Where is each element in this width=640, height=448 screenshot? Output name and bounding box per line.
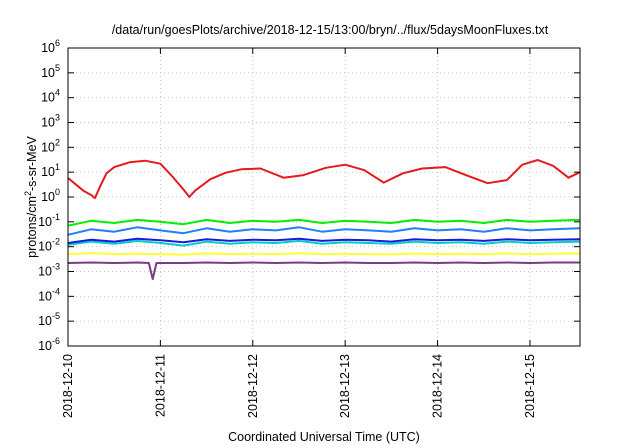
- y-tick-label: 10-6: [38, 336, 60, 353]
- grid-lines: [67, 48, 580, 346]
- y-tick-label: 10-4: [38, 286, 60, 303]
- y-tick-label: 10-2: [38, 237, 60, 254]
- series-line-5: [67, 237, 581, 244]
- data-series: [67, 159, 581, 280]
- chart-title: /data/run/goesPlots/archive/2018-12-15/1…: [112, 23, 549, 37]
- y-axis-label: protons/cm2-s-sr-MeV: [23, 135, 39, 257]
- series-line-3: [67, 226, 581, 236]
- series-line-1: [67, 159, 581, 200]
- x-axis-label: Coordinated Universal Time (UTC): [228, 430, 420, 444]
- x-tick-label: 2018-12-10: [61, 354, 75, 418]
- y-tick-label: 103: [41, 113, 60, 130]
- y-tick-label: 106: [41, 38, 60, 55]
- series-line-4: [67, 239, 581, 247]
- y-tick-label: 101: [41, 162, 60, 179]
- series-line-2: [67, 218, 581, 227]
- x-axis-ticks: 2018-12-10 2018-12-11 2018-12-12 2018-12-13…: [61, 48, 537, 418]
- y-tick-label: 105: [41, 63, 60, 80]
- y-tick-label: 102: [41, 137, 60, 154]
- series-line-6: [67, 252, 581, 256]
- y-tick-label: 10-5: [38, 311, 60, 328]
- x-tick-label: 2018-12-15: [523, 354, 537, 418]
- x-tick-label: 2018-12-14: [431, 354, 445, 418]
- x-tick-label: 2018-12-12: [246, 354, 260, 418]
- y-tick-label: 104: [41, 88, 60, 105]
- y-axis-ticks: 10-6 10-5 10-4 10-3 10-2 10-1 100 101 102 103 104 1…: [38, 38, 580, 353]
- y-tick-label: 100: [41, 187, 60, 204]
- y-tick-label: 10-3: [38, 262, 60, 279]
- series-line-7: [67, 261, 580, 280]
- x-tick-label: 2018-12-11: [153, 354, 167, 417]
- x-tick-label: 2018-12-13: [338, 354, 352, 418]
- y-tick-label: 10-1: [38, 212, 60, 229]
